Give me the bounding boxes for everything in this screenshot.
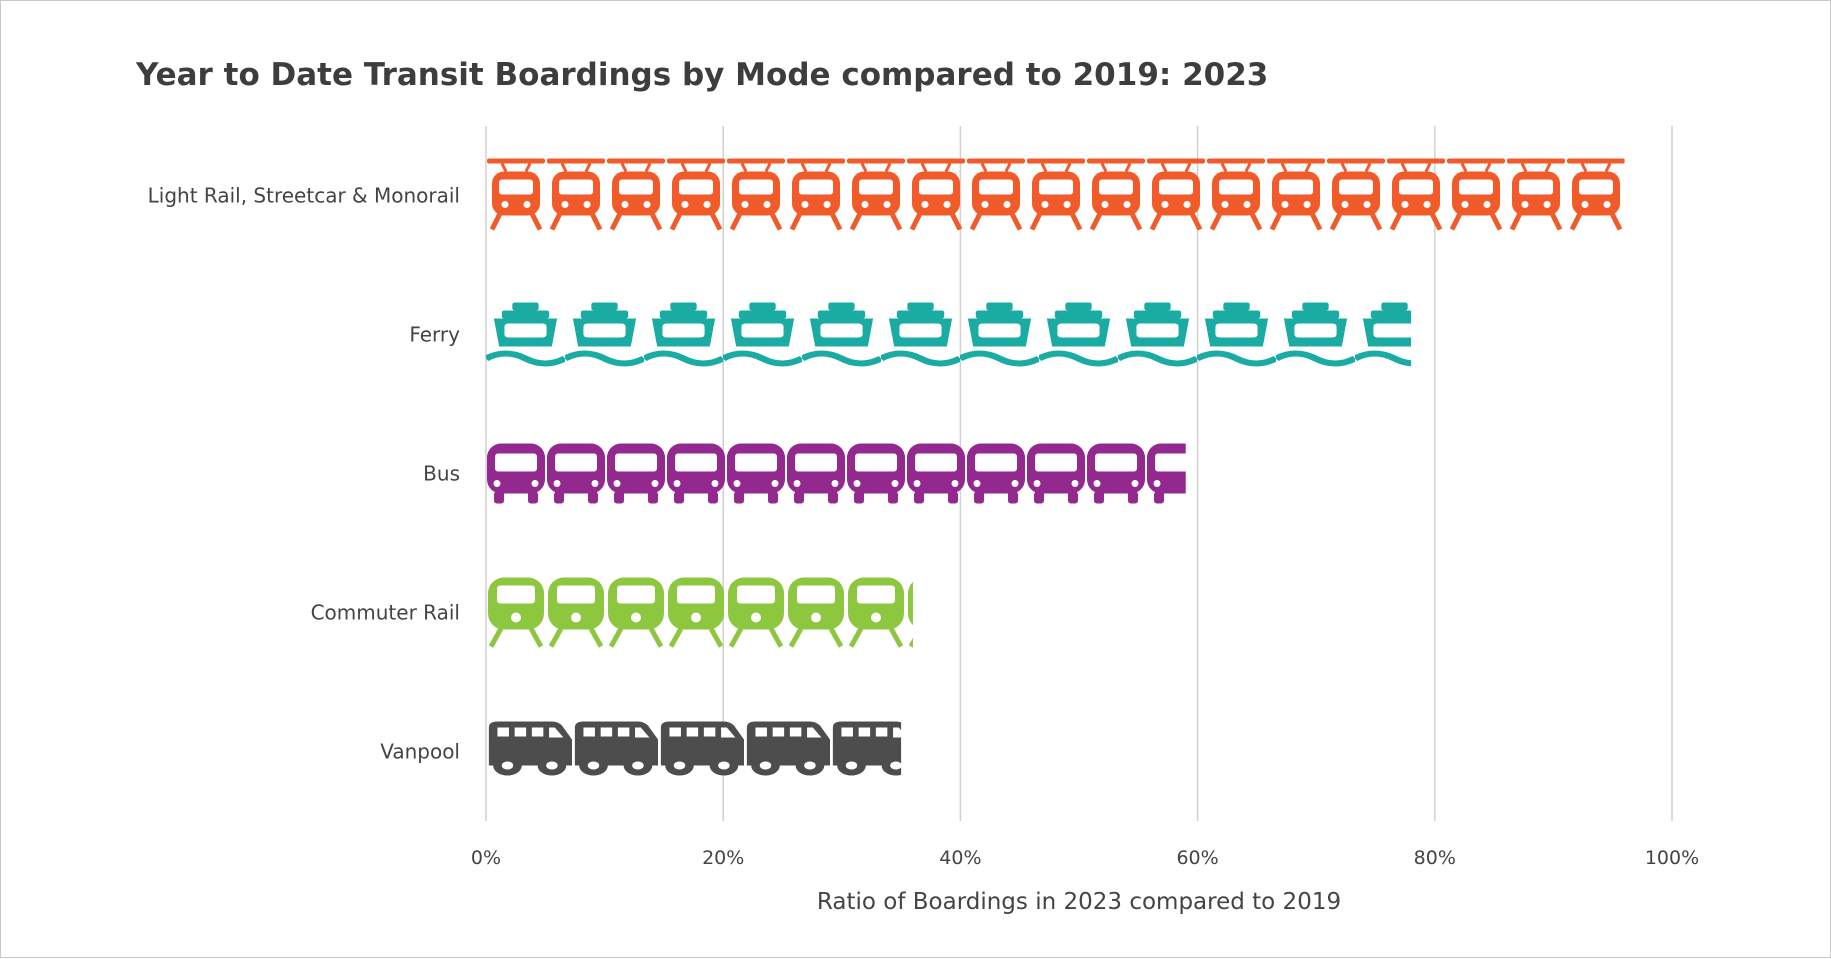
bar-commuter-rail <box>486 574 913 651</box>
x-tick-labels: 0% 20% 40% 60% 80% 100% <box>471 847 1699 869</box>
x-axis-title: Ratio of Boardings in 2023 compared to 2… <box>817 889 1341 915</box>
x-tick-label: 0% <box>471 847 501 869</box>
bar-bus <box>486 435 1186 512</box>
bar-ferry <box>486 296 1412 373</box>
category-label: Commuter Rail <box>311 601 460 625</box>
x-tick-label: 60% <box>1176 847 1218 869</box>
category-label: Ferry <box>409 323 460 347</box>
category-labels: Light Rail, Streetcar & Monorail Ferry Bus… <box>148 184 461 764</box>
bar-light-rail <box>486 157 1625 234</box>
bars <box>486 157 1625 790</box>
x-tick-label: 40% <box>939 847 981 869</box>
category-label: Bus <box>423 462 460 486</box>
category-label: Vanpool <box>380 740 460 764</box>
x-tick-label: 80% <box>1414 847 1456 869</box>
x-tick-label: 100% <box>1645 847 1699 869</box>
x-tick-label: 20% <box>702 847 744 869</box>
bar-vanpool <box>486 713 902 790</box>
category-label: Light Rail, Streetcar & Monorail <box>148 184 460 208</box>
chart-title: Year to Date Transit Boardings by Mode c… <box>135 57 1268 93</box>
